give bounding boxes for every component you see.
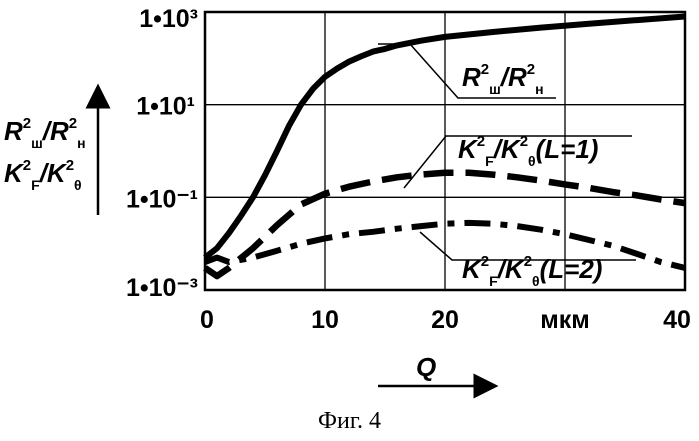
x-tick-label: мкм bbox=[540, 306, 590, 334]
curve-label-2: K2F/K2θ(L=1) bbox=[458, 133, 598, 169]
x-tick-label: 10 bbox=[311, 306, 339, 334]
x-axis-label: Q bbox=[416, 352, 436, 382]
y-axis-label: R2ш/R2н K2F/K2θ bbox=[4, 115, 86, 193]
curve-label-1: R2ш/R2н bbox=[462, 61, 544, 97]
x-tick-label: 0 bbox=[200, 306, 214, 334]
y-tick-label: 1•10¹ bbox=[136, 93, 195, 121]
y-axis-label-line: R2ш/R2н bbox=[4, 115, 86, 151]
x-tick-label: 40 bbox=[663, 306, 691, 334]
y-tick-label: 1•10⁻³ bbox=[126, 274, 198, 302]
figure-caption: Фиг. 4 bbox=[0, 408, 699, 435]
y-axis-label-line: K2F/K2θ bbox=[4, 157, 82, 193]
y-tick-labels: 1•10³ 1•10¹ 1•10⁻¹ 1•10⁻³ bbox=[126, 5, 198, 302]
x-tick-labels: 0 10 20 мкм 40 bbox=[200, 306, 691, 334]
y-tick-label: 1•10⁻¹ bbox=[126, 185, 198, 213]
y-tick-label: 1•10³ bbox=[139, 5, 198, 33]
x-tick-label: 20 bbox=[431, 306, 459, 334]
curve-label-3: K2F/K2θ(L=2) bbox=[462, 253, 602, 289]
